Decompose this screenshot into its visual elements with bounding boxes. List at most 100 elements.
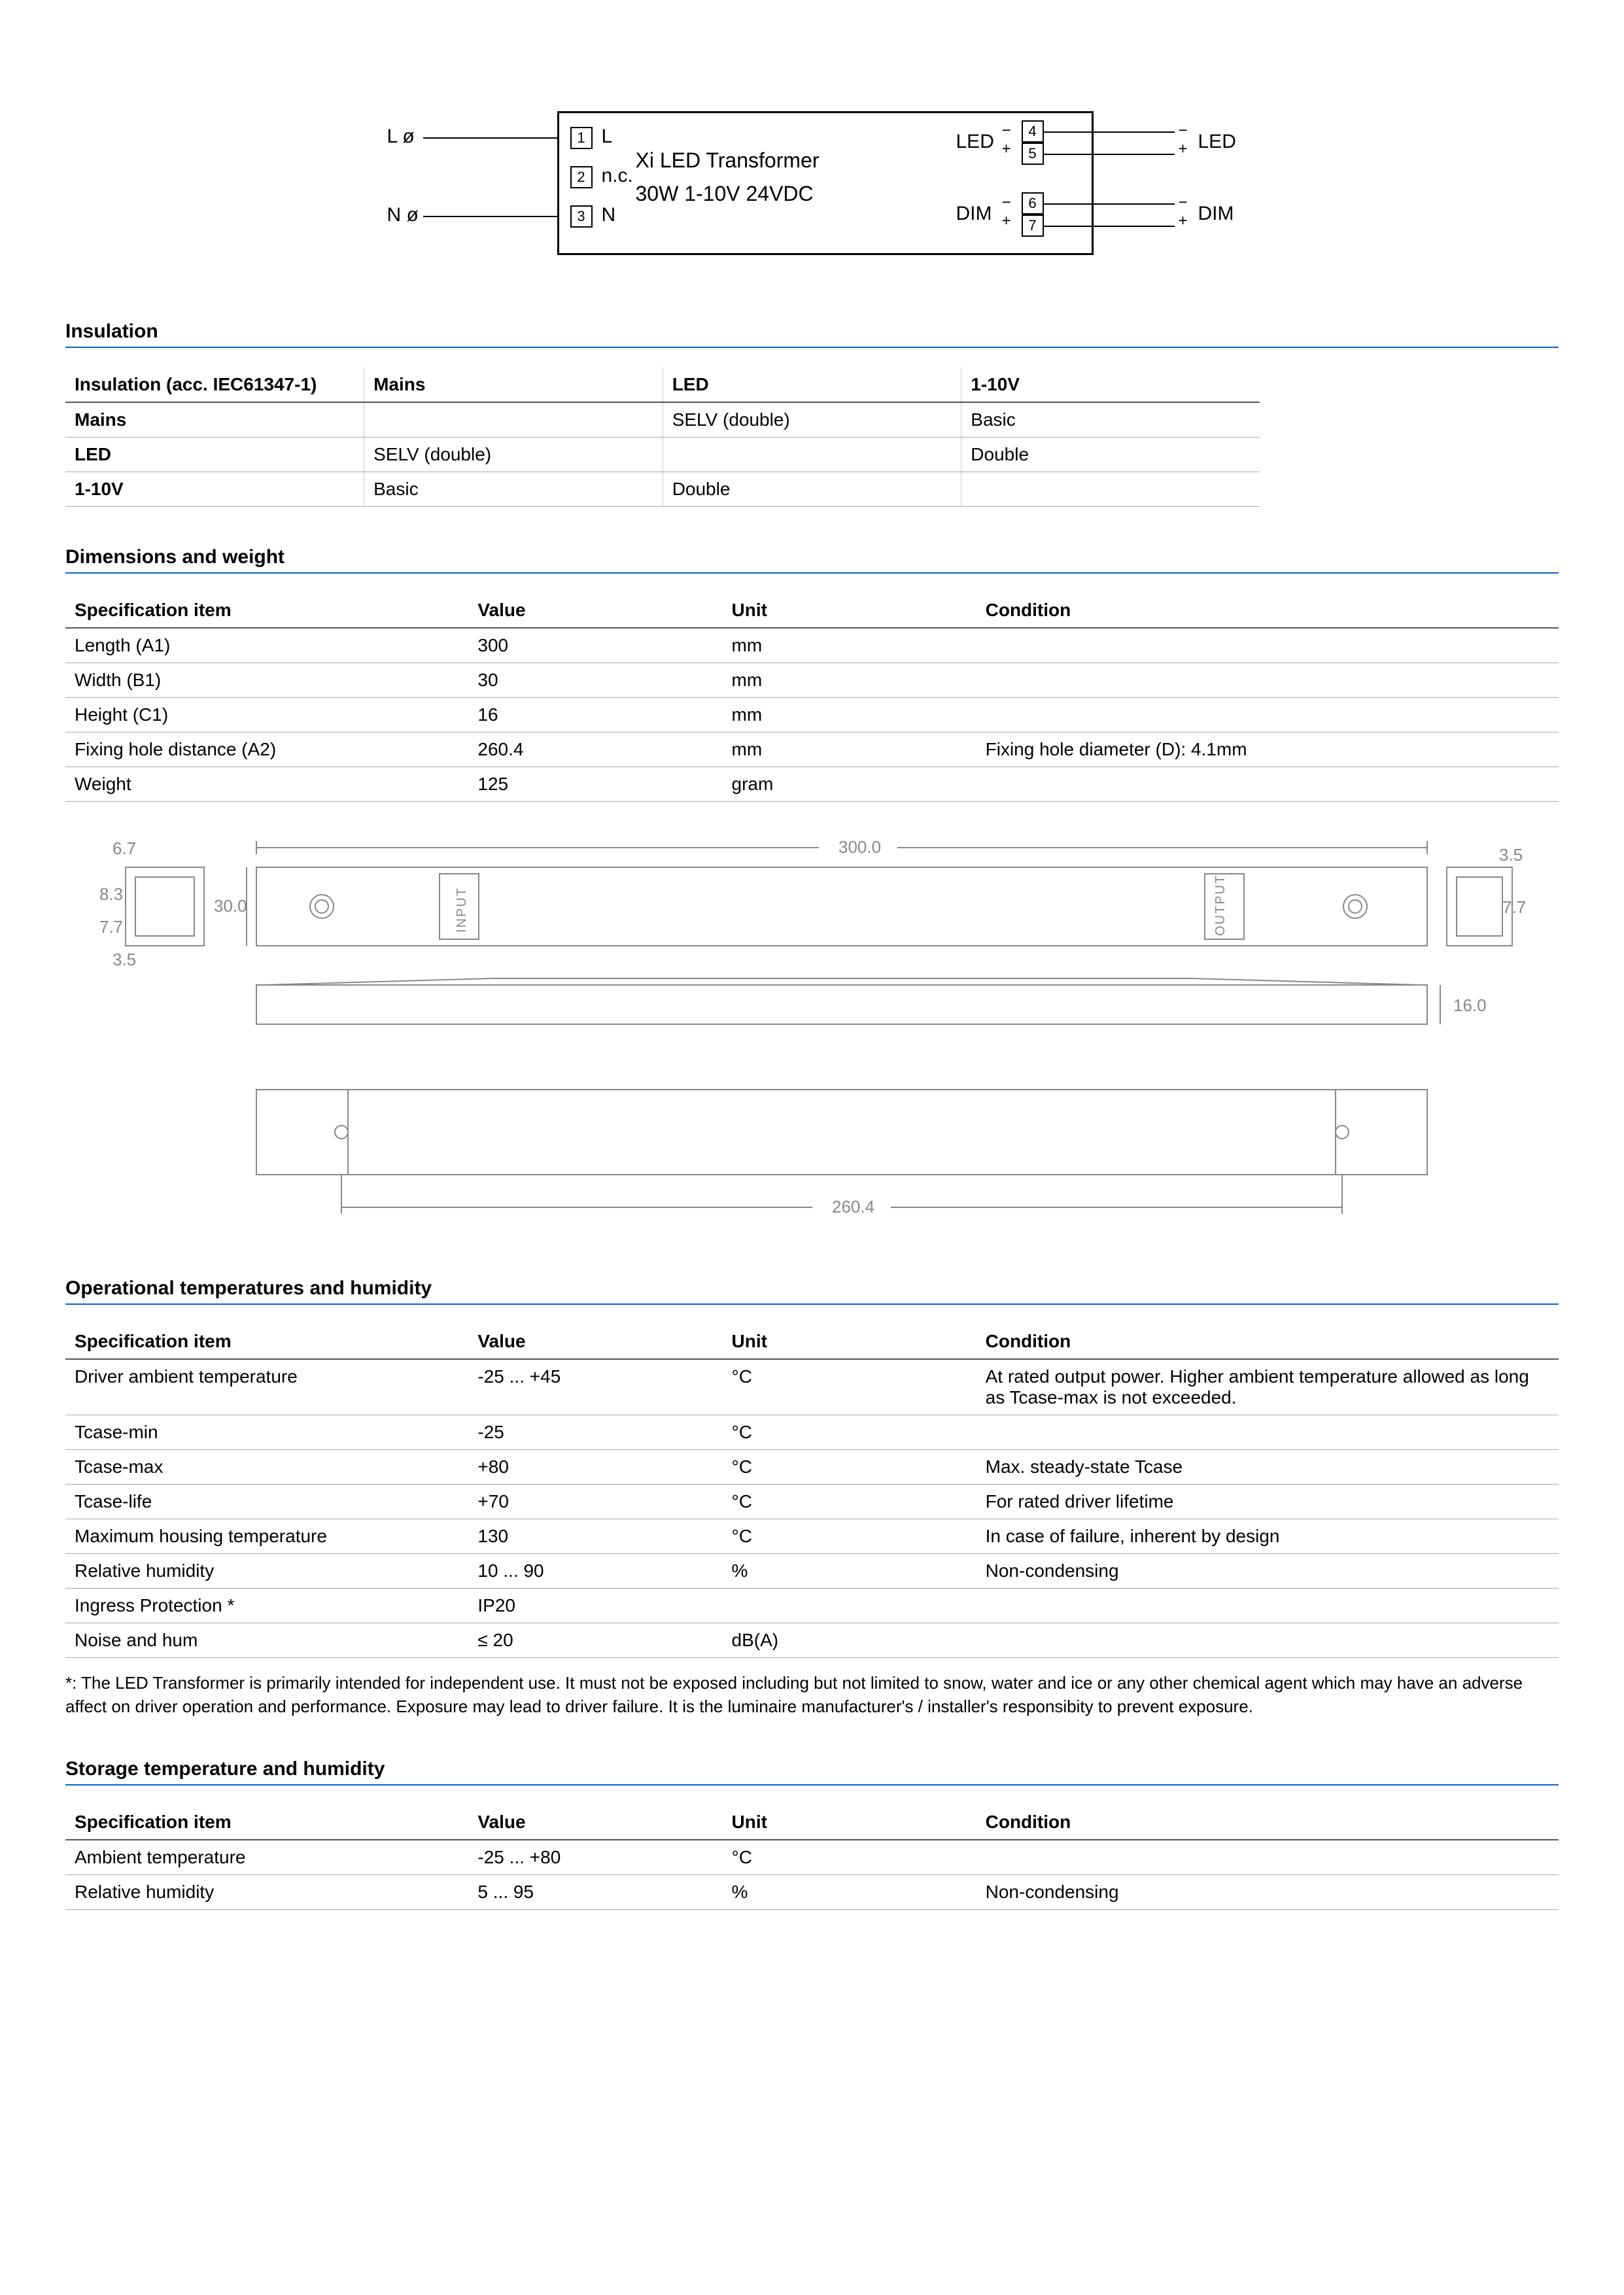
cell	[976, 698, 1559, 733]
minus-icon: −	[1002, 194, 1011, 212]
table-row: Ambient temperature-25 ... +80°C	[65, 1840, 1559, 1875]
cell: 300	[468, 628, 722, 663]
operational-title: Operational temperatures and humidity	[65, 1277, 1559, 1305]
cell: mm	[723, 733, 976, 767]
label-led-in: LED	[956, 131, 994, 153]
cell: mm	[723, 698, 976, 733]
table-row: Maximum housing temperature130°CIn case …	[65, 1519, 1559, 1554]
cell: SELV (double)	[663, 402, 961, 438]
terminal-7: 7	[1022, 215, 1044, 237]
row-header: 1-10V	[65, 472, 364, 507]
cell: °C	[723, 1450, 976, 1485]
terminal-1-label: L	[602, 126, 613, 148]
cell: %	[723, 1554, 976, 1589]
th: Specification item	[65, 1324, 468, 1359]
cell	[976, 1840, 1559, 1875]
cell	[976, 1623, 1559, 1658]
operational-footnote: *: The LED Transformer is primarily inte…	[65, 1671, 1559, 1719]
operational-table: Specification item Value Unit Condition …	[65, 1324, 1559, 1658]
terminal-3-label: N	[602, 204, 616, 226]
cell: dB(A)	[723, 1623, 976, 1658]
terminal-3: 3	[570, 205, 593, 228]
cell	[976, 628, 1559, 663]
cell: mm	[723, 628, 976, 663]
cell: Non-condensing	[976, 1874, 1559, 1909]
th: Unit	[723, 1324, 976, 1359]
cell: Double	[663, 472, 961, 507]
table-row: Relative humidity10 ... 90%Non-condensin…	[65, 1554, 1559, 1589]
th: Insulation (acc. IEC61347-1)	[65, 368, 364, 402]
th: Value	[468, 593, 722, 628]
cell: 260.4	[468, 733, 722, 767]
cell: Height (C1)	[65, 698, 468, 733]
table-row: Noise and hum≤ 20dB(A)	[65, 1623, 1559, 1658]
dimensions-title: Dimensions and weight	[65, 546, 1559, 574]
plus-icon: +	[1179, 212, 1188, 230]
dim-77r: 7.7	[1502, 897, 1525, 917]
table-row: Relative humidity5 ... 95%Non-condensing	[65, 1874, 1559, 1909]
dim-35l: 3.5	[112, 950, 136, 969]
terminal-4: 4	[1022, 120, 1044, 143]
cell: Ambient temperature	[65, 1840, 468, 1875]
table-row: Length (A1)300mm	[65, 628, 1559, 663]
cell: Tcase-max	[65, 1450, 468, 1485]
minus-icon: −	[1002, 122, 1011, 140]
cell: For rated driver lifetime	[976, 1485, 1559, 1519]
th: 1-10V	[961, 368, 1260, 402]
th: LED	[663, 368, 961, 402]
cell: °C	[723, 1485, 976, 1519]
label-L-ext: L ø	[387, 126, 415, 148]
row-header: LED	[65, 438, 364, 472]
th: Condition	[976, 1324, 1559, 1359]
input-label: INPUT	[455, 887, 469, 933]
th: Value	[468, 1324, 722, 1359]
dim-77l: 7.7	[99, 917, 123, 937]
terminal-5: 5	[1022, 143, 1044, 165]
output-label: OUTPUT	[1213, 874, 1228, 936]
terminal-2: 2	[570, 166, 593, 188]
wire	[1044, 154, 1175, 155]
table-row: Weight125gram	[65, 767, 1559, 802]
table-row: Tcase-life+70°CFor rated driver lifetime	[65, 1485, 1559, 1519]
cell: Double	[961, 438, 1260, 472]
cell: Weight	[65, 767, 468, 802]
cell: 125	[468, 767, 722, 802]
cell: °C	[723, 1519, 976, 1554]
label-N-ext: N ø	[387, 204, 419, 226]
wiring-title: Xi LED Transformer 30W 1-10V 24VDC	[636, 144, 963, 211]
row-header: Mains	[65, 402, 364, 438]
plus-icon: +	[1002, 140, 1011, 158]
cell: Non-condensing	[976, 1554, 1559, 1589]
cell: 5 ... 95	[468, 1874, 722, 1909]
cell: %	[723, 1874, 976, 1909]
table-row: Tcase-min-25°C	[65, 1415, 1559, 1450]
cell	[723, 1589, 976, 1623]
cell: gram	[723, 767, 976, 802]
table-row: Mains SELV (double) Basic	[65, 402, 1260, 438]
cell: +70	[468, 1485, 722, 1519]
wire	[1044, 131, 1175, 133]
cell: 10 ... 90	[468, 1554, 722, 1589]
cell: Noise and hum	[65, 1623, 468, 1658]
cell: Relative humidity	[65, 1554, 468, 1589]
dim-83: 8.3	[99, 884, 123, 904]
label-dim-in: DIM	[956, 203, 992, 225]
insulation-table: Insulation (acc. IEC61347-1) Mains LED 1…	[65, 368, 1260, 507]
cell: Width (B1)	[65, 663, 468, 698]
cell: In case of failure, inherent by design	[976, 1519, 1559, 1554]
minus-icon: −	[1179, 194, 1188, 212]
label-led-out: LED	[1198, 131, 1236, 153]
minus-icon: −	[1179, 122, 1188, 140]
cell: Fixing hole distance (A2)	[65, 733, 468, 767]
storage-title: Storage temperature and humidity	[65, 1758, 1559, 1786]
cell: Max. steady-state Tcase	[976, 1450, 1559, 1485]
wiring-title-1: Xi LED Transformer	[636, 144, 963, 177]
cell: Tcase-min	[65, 1415, 468, 1450]
table-row: Fixing hole distance (A2)260.4mmFixing h…	[65, 733, 1559, 767]
table-row: Tcase-max+80°CMax. steady-state Tcase	[65, 1450, 1559, 1485]
cell: 130	[468, 1519, 722, 1554]
cell: Tcase-life	[65, 1485, 468, 1519]
cell: Basic	[961, 402, 1260, 438]
cell: Ingress Protection *	[65, 1589, 468, 1623]
th: Unit	[723, 593, 976, 628]
